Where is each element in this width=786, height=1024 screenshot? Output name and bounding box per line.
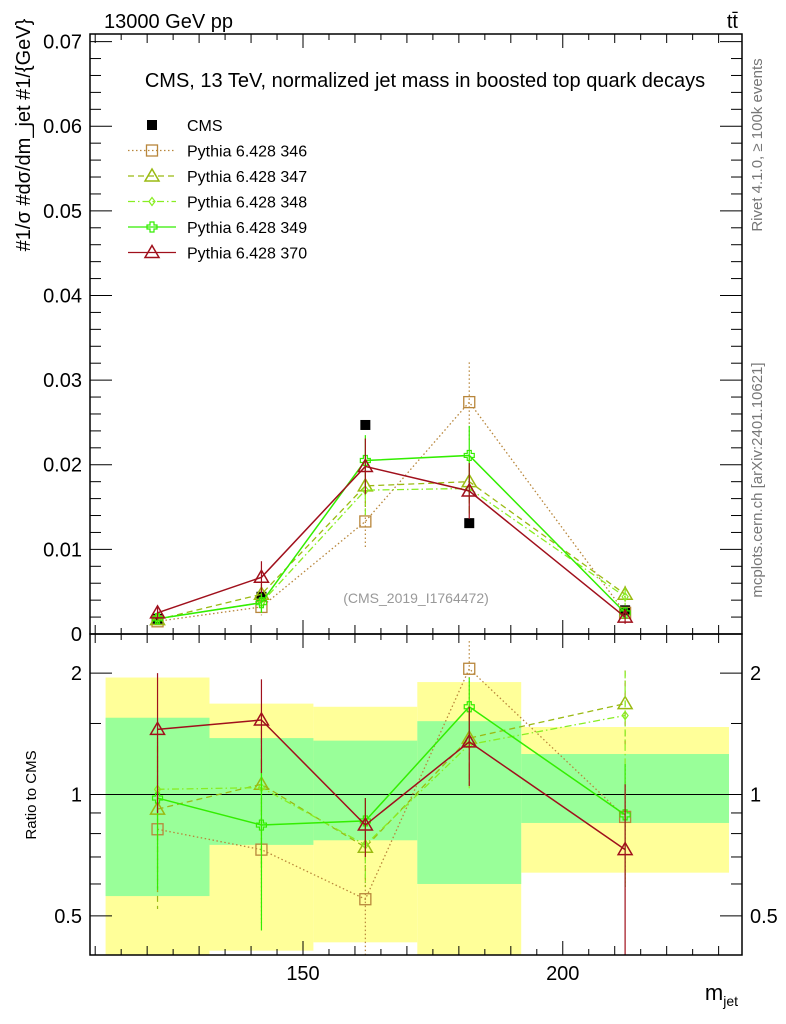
ratio-line	[157, 702, 626, 849]
y-tick-label: 0.06	[43, 116, 82, 138]
legend-label: Pythia 6.428 346	[187, 144, 307, 161]
legend-entry: Pythia 6.428 346	[128, 144, 307, 161]
legend-entry: CMS	[147, 118, 223, 135]
legend-marker	[148, 196, 156, 207]
y-tick-label: 0.01	[43, 539, 82, 561]
data-point	[616, 608, 634, 623]
ratio-marker	[460, 733, 478, 748]
data-point	[359, 515, 372, 528]
legend-marker	[143, 244, 161, 259]
data-point	[460, 482, 478, 497]
series-line	[157, 401, 626, 622]
data-point	[463, 395, 476, 409]
data-point	[359, 454, 371, 467]
legend-marker	[146, 221, 158, 233]
legend-label: Pythia 6.428 370	[187, 246, 307, 263]
data-point	[149, 604, 166, 619]
ratio-marker	[359, 815, 371, 827]
legend-entry: Pythia 6.428 370	[128, 244, 307, 263]
y-axis-label: #1/σ #dσ/dm_jet #1/{GeV}	[13, 18, 35, 251]
ratio-marker	[255, 819, 268, 831]
ratio-marker	[463, 662, 476, 675]
ratio-y-tick-label: 2	[71, 663, 82, 685]
ratio-marker	[151, 792, 164, 804]
ratio-marker	[616, 695, 634, 710]
x-tick-label: 150	[286, 963, 319, 985]
y-tick-label: 0.05	[43, 201, 82, 223]
data-point	[463, 449, 475, 462]
ratio-line	[157, 667, 626, 901]
legend-label: Pythia 6.428 347	[187, 169, 307, 186]
data-point	[360, 419, 371, 430]
x-tick-label: 200	[546, 963, 579, 985]
legend-entry: Pythia 6.428 349	[128, 220, 307, 237]
y-tick-label: 0.02	[43, 455, 82, 477]
ratio-marker	[359, 893, 372, 906]
ratio-y-tick-label-right: 1	[750, 785, 761, 807]
ratio-marker	[463, 701, 475, 713]
ratio-marker	[149, 720, 166, 736]
ratio-y-tick-label-right: 2	[750, 663, 761, 685]
ratio-y-axis-label: Ratio to CMS	[23, 750, 40, 839]
y-tick-label: 0	[71, 624, 82, 646]
y-tick-label: 0.03	[43, 370, 82, 392]
series-line	[157, 487, 626, 620]
ratio-marker	[616, 841, 634, 856]
data-point	[151, 613, 164, 625]
ratio-marker	[621, 710, 629, 721]
legend-label: Pythia 6.428 349	[187, 220, 307, 237]
data-point	[253, 568, 270, 584]
data-point	[619, 607, 631, 619]
data-point	[255, 597, 268, 609]
ratio-y-tick-label: 0.5	[54, 906, 82, 928]
chart-title: CMS, 13 TeV, normalized jet mass in boos…	[145, 70, 705, 92]
data-point	[464, 518, 475, 529]
data-point	[621, 591, 629, 602]
data-point	[357, 457, 374, 473]
ratio-marker	[253, 711, 270, 726]
series-line	[157, 481, 626, 621]
series-pythia-6-428-370	[149, 438, 634, 955]
process-label: tt̄	[727, 11, 739, 33]
legend-entry: Pythia 6.428 347	[128, 167, 307, 186]
legend-label: Pythia 6.428 348	[187, 195, 307, 212]
legend-label: CMS	[187, 118, 223, 135]
y-tick-label: 0.07	[43, 32, 82, 54]
legend-entry: Pythia 6.428 348	[128, 195, 307, 212]
watermark: (CMS_2019_I1764472)	[343, 590, 489, 606]
ratio-marker	[619, 809, 631, 821]
legend-marker	[143, 167, 161, 182]
legend-marker	[147, 120, 157, 130]
y-tick-label: 0.04	[43, 285, 82, 307]
ratio-marker	[357, 816, 374, 831]
ratio-y-tick-label-right: 0.5	[750, 906, 778, 928]
x-axis-label: mjet	[705, 980, 738, 1009]
energy-label: 13000 GeV pp	[104, 11, 233, 33]
rivet-label: Rivet 4.1.0, ≥ 100k events	[749, 58, 766, 231]
ratio-y-tick-label: 1	[71, 785, 82, 807]
legend-marker	[145, 144, 159, 157]
source-label: mcplots.cern.ch [arXiv:2401.10621]	[749, 362, 766, 597]
